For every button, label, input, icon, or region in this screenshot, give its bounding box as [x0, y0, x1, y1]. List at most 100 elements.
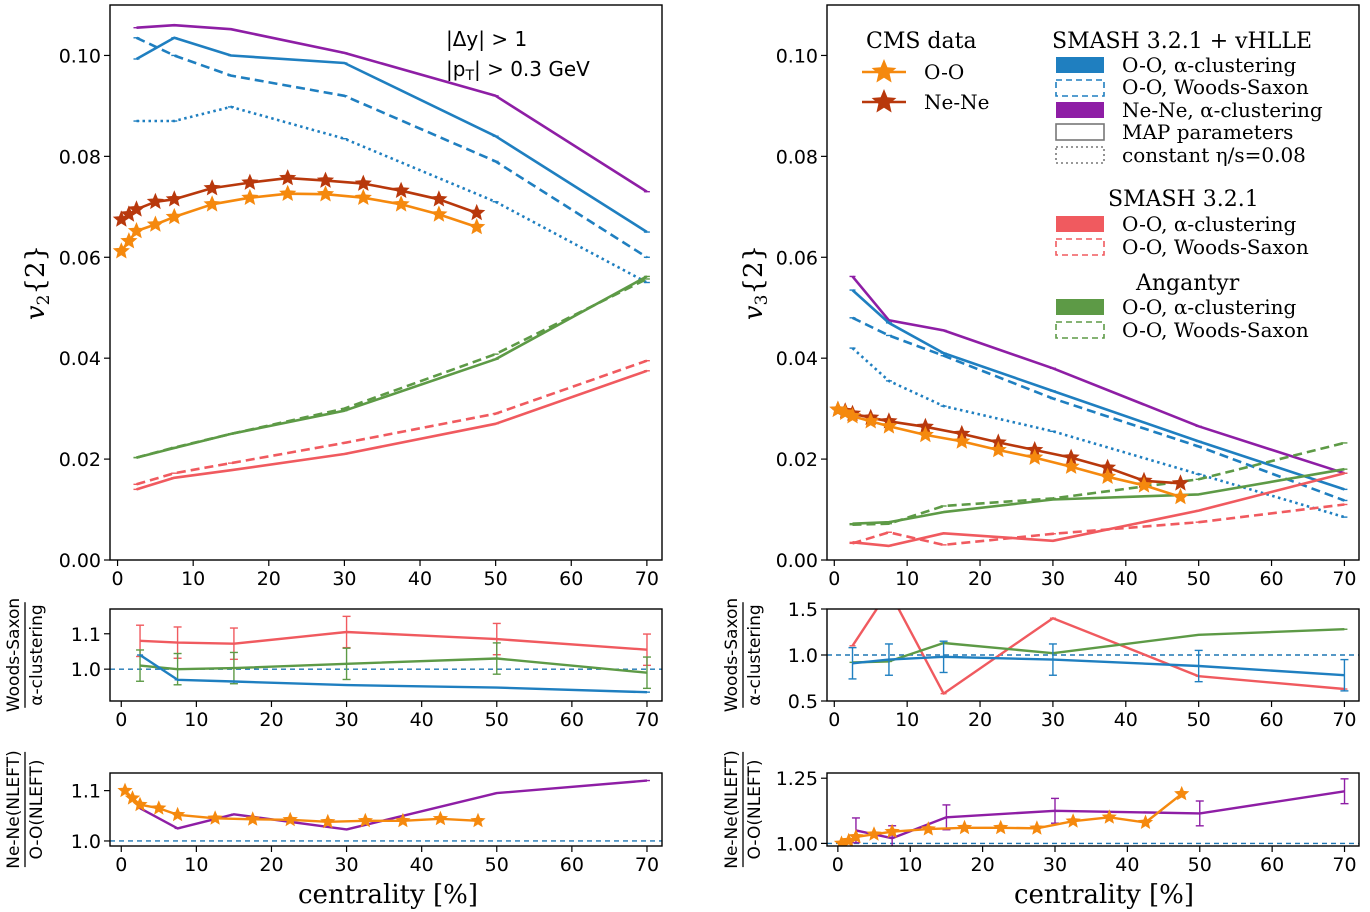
point-cms_nene [354, 174, 372, 191]
ytick-label: 0.10 [59, 45, 101, 67]
axes-frame [826, 772, 1360, 847]
legend-swatch-nene-alpha [1056, 102, 1104, 118]
point-cms [993, 819, 1009, 835]
point-cms_nene [165, 190, 183, 207]
xtick-label: 0 [828, 709, 840, 731]
xtick-label: 30 [1043, 854, 1067, 876]
point-cms_nene [1099, 458, 1117, 475]
ytick-label: 1.0 [71, 659, 101, 681]
ylabel-sub: 2 [34, 295, 54, 306]
series-smash [851, 609, 1345, 695]
legend-hydro-title: SMASH 3.2.1 + vHLLE [1052, 29, 1312, 54]
axes-frame [826, 4, 1360, 561]
legend-ang-ws: O-O, Woods-Saxon [1122, 318, 1309, 342]
point-cms [1174, 785, 1190, 801]
point-cms_oo [989, 441, 1007, 458]
point-cms_oo [880, 417, 898, 434]
ylabel-rest: {2} [21, 245, 51, 295]
xtick-label: 50 [1187, 709, 1211, 731]
legend-map: MAP parameters [1122, 120, 1293, 144]
point-cms_oo [279, 184, 297, 201]
point-cms_oo [392, 195, 410, 212]
xtick-label: 20 [968, 568, 992, 590]
point-cms_nene [120, 205, 138, 222]
xlabel-left: centrality [%] [298, 880, 478, 910]
xtick-label: 60 [560, 854, 584, 876]
xtick-label: 0 [115, 854, 127, 876]
series-smash_ws [136, 359, 648, 486]
xtick-label: 60 [1260, 854, 1284, 876]
point-cms_nene [241, 173, 259, 190]
legend-oo-alpha: O-O, α-clustering [1122, 53, 1297, 77]
point-cms [1101, 809, 1117, 824]
ylabel-v3: v3{2} [739, 245, 772, 320]
ytick-label: 0.08 [59, 146, 101, 168]
ylabel-numerator: Woods-Saxon [4, 598, 24, 712]
xtick-label: 50 [1188, 854, 1212, 876]
plot-area-ratio_nene_right [833, 778, 1349, 846]
legend-star-nene [871, 89, 897, 113]
series-smash [139, 630, 648, 651]
legend: CMS data O-O Ne-Ne SMASH 3.2.1 + vHLLE O… [862, 29, 1323, 342]
ytick-label: 1.1 [71, 624, 101, 646]
xtick-label: 60 [560, 709, 584, 731]
axes-frame [109, 608, 663, 702]
point-cms_oo [916, 425, 934, 443]
ytick-label: 0.06 [59, 247, 101, 269]
point-cms_nene [392, 181, 410, 198]
point-cms_nene [112, 210, 130, 227]
xtick-label: 20 [968, 709, 992, 731]
ytick-label: 0.5 [788, 691, 818, 713]
xlabel-right: centrality [%] [1014, 880, 1194, 910]
plot-area-v3 [829, 275, 1348, 548]
legend-cms-oo-star [871, 59, 897, 83]
xtick-label: 20 [259, 854, 283, 876]
plot-area-ratio_ws_right [848, 609, 1349, 695]
point-cms_nene [468, 203, 486, 221]
point-cms_nene [916, 417, 934, 435]
xtick-label: 20 [971, 854, 995, 876]
point-cms_nene [316, 171, 335, 188]
legend-ang-alpha: O-O, α-clustering [1122, 295, 1297, 319]
point-cms_oo [862, 412, 880, 429]
ylabel-numerator: Woods-Saxon [722, 598, 742, 712]
legend-swatch-map [1055, 123, 1105, 141]
point-cms_oo [203, 195, 221, 212]
ytick-label: 1.00 [776, 833, 818, 855]
xtick-label: 10 [184, 709, 208, 731]
xtick-label: 40 [1114, 709, 1138, 731]
legend-const: constant η/s=0.08 [1122, 143, 1306, 167]
xtick-label: 30 [334, 854, 358, 876]
point-cms_oo [354, 188, 372, 205]
legend-cms-nene-star [871, 89, 897, 113]
ytick-label: 0.04 [59, 348, 101, 370]
legend-cms-nene: Ne-Ne [924, 90, 989, 114]
point-cms [470, 812, 486, 828]
point-cms_oo [112, 242, 130, 259]
xtick-label: 10 [181, 568, 205, 590]
panel-ratio_ws_left: 0 10 20 30 40 50 60 70 1.0 1.1 Woods-Saxon α-cluste… [4, 598, 663, 731]
xtick-label: 50 [485, 854, 509, 876]
point-cms_nene [1062, 448, 1080, 465]
ylabel-denominator: O-O(NLEFT) [745, 760, 765, 860]
xtick-label: 60 [559, 568, 583, 590]
legend-cms-title: CMS data [866, 29, 977, 54]
legend-swatch-smash-ws [1055, 238, 1105, 256]
ytick-label: 0.04 [776, 348, 818, 370]
point-cms_oo [127, 222, 145, 239]
series-hydro [139, 653, 648, 694]
xtick-label: 50 [1187, 568, 1211, 590]
point-cms_nene [430, 190, 448, 207]
ylabel-ratio_ws_right: Woods-Saxon α-clustering [722, 598, 765, 712]
point-cms [884, 823, 900, 839]
xtick-label: 40 [1114, 568, 1138, 590]
ylabel-ratio_nene_right: Ne-Ne(NLEFT) O-O(NLEFT) [722, 750, 765, 869]
ylabel-ratio_ws_left: Woods-Saxon α-clustering [4, 598, 47, 712]
point-cms [866, 826, 882, 841]
point-cms_nene [1171, 474, 1189, 491]
ytick-label: 1.25 [776, 768, 818, 790]
xtick-label: 70 [1332, 709, 1356, 731]
point-cms [1137, 814, 1154, 829]
point-cms [1029, 820, 1045, 835]
